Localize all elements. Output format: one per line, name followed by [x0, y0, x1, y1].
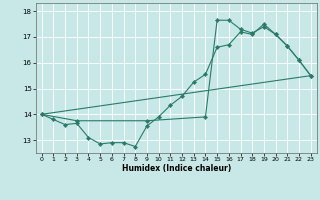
X-axis label: Humidex (Indice chaleur): Humidex (Indice chaleur)	[122, 164, 231, 173]
